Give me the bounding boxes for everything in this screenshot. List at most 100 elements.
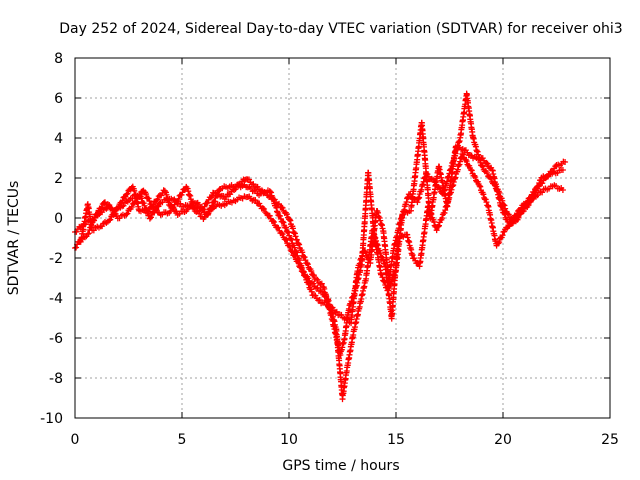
data-point — [308, 288, 315, 295]
x-tick-label: 0 — [71, 432, 80, 448]
grid — [75, 58, 610, 418]
data-point — [171, 201, 178, 208]
data-point — [279, 204, 286, 211]
data-point — [477, 183, 484, 190]
data-point — [301, 272, 308, 279]
data-point — [314, 276, 321, 283]
y-tick-label: 6 — [54, 91, 63, 107]
data-point — [559, 187, 566, 193]
data-point — [502, 205, 509, 212]
data-point — [377, 250, 384, 257]
data-point — [362, 249, 369, 256]
data-point — [386, 283, 393, 290]
data-point — [316, 296, 323, 303]
data-point — [478, 162, 485, 169]
data-point — [539, 189, 546, 196]
data-point — [483, 199, 490, 206]
data-point — [285, 229, 292, 236]
data-point — [214, 190, 221, 197]
data-point — [431, 218, 438, 225]
data-point — [484, 160, 491, 167]
data-point — [476, 182, 483, 189]
data-point — [131, 199, 138, 206]
data-point — [463, 158, 470, 165]
plot-frame — [74, 57, 611, 419]
data-point — [299, 268, 306, 275]
chart-title: Day 252 of 2024, Sidereal Day-to-day VTE… — [59, 21, 622, 37]
data-point — [333, 308, 340, 315]
data-point — [261, 205, 268, 212]
data-point — [124, 190, 131, 197]
data-point — [525, 202, 532, 209]
data-point — [303, 260, 310, 267]
x-tick-label: 25 — [601, 432, 619, 448]
data-point — [275, 224, 282, 231]
y-tick-label: -8 — [49, 371, 63, 387]
data-point — [286, 216, 293, 223]
data-point — [479, 163, 486, 170]
y-tick-label: 2 — [54, 171, 63, 187]
data-point — [308, 268, 315, 275]
data-point — [293, 249, 300, 256]
data-point — [273, 208, 280, 215]
data-point — [269, 217, 276, 224]
x-tick-label: 20 — [494, 432, 512, 448]
data-point — [482, 196, 489, 203]
data-point — [98, 204, 105, 211]
data-point — [292, 248, 299, 255]
data-point — [210, 199, 217, 206]
data-point — [123, 211, 130, 218]
data-point — [483, 159, 490, 166]
data-point — [156, 200, 163, 207]
data-point — [141, 202, 148, 209]
data-point — [278, 229, 285, 236]
data-point — [271, 219, 278, 226]
data-point — [291, 244, 298, 251]
series-track-a — [72, 90, 569, 358]
data-point — [211, 198, 218, 205]
data-point — [201, 203, 208, 210]
data-point — [323, 292, 330, 299]
data-point — [278, 204, 285, 211]
data-point — [435, 223, 442, 230]
data-point — [208, 205, 215, 212]
data-point — [562, 159, 569, 165]
data-point — [287, 235, 294, 242]
x-axis-label: GPS time / hours — [282, 458, 399, 474]
data-point — [462, 156, 469, 163]
data-point — [288, 236, 295, 243]
data-point — [536, 180, 543, 187]
data-point — [519, 208, 526, 215]
data-point — [273, 204, 280, 211]
data-point — [530, 194, 537, 201]
data-point — [479, 155, 486, 162]
tick-layer: 0 5 10 15 20 25 -10 -8 -6 -4 -2 0 2 4 6 8 — [40, 51, 619, 448]
data-point — [106, 217, 113, 224]
x-tick-label: 10 — [280, 432, 298, 448]
data-point — [252, 197, 259, 204]
data-point — [509, 220, 516, 227]
y-tick-label: 0 — [54, 211, 63, 227]
series-track-c — [76, 119, 566, 327]
data-point — [268, 192, 275, 199]
data-point — [187, 192, 194, 199]
data-point — [514, 214, 521, 221]
data-point — [155, 203, 162, 210]
data-point — [246, 176, 253, 183]
data-point — [380, 257, 387, 264]
data-point — [435, 222, 442, 229]
data-point — [441, 209, 448, 216]
data-point — [483, 169, 490, 176]
data-point — [179, 189, 186, 196]
data-point — [138, 195, 145, 202]
data-point — [279, 218, 286, 225]
data-point — [204, 199, 211, 206]
data-point — [501, 211, 508, 218]
data-point — [299, 264, 306, 271]
data-point — [277, 213, 284, 219]
data-point — [293, 236, 300, 243]
data-point — [250, 181, 257, 188]
data-point — [310, 272, 317, 279]
data-point — [143, 191, 150, 198]
data-point — [220, 193, 227, 200]
